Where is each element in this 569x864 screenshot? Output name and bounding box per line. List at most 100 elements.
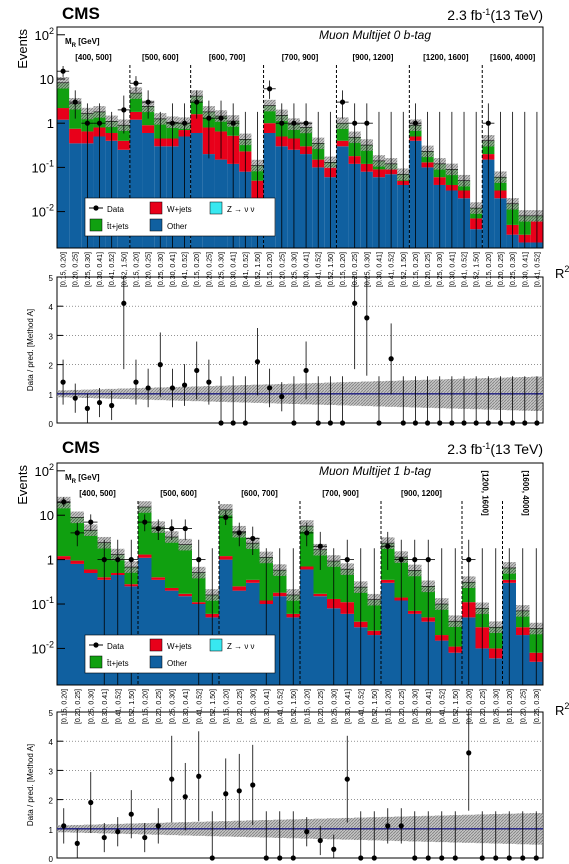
data-point bbox=[142, 519, 148, 525]
data-point bbox=[133, 80, 139, 86]
bin-label: [0.25, 0.30] bbox=[169, 689, 176, 724]
legend-label: Z → ν ν bbox=[227, 642, 255, 651]
data-point bbox=[385, 543, 391, 549]
ratio-tick-label: 0 bbox=[49, 420, 54, 429]
ratio-point bbox=[60, 379, 66, 385]
ratio-point bbox=[263, 855, 269, 861]
data-point bbox=[96, 120, 103, 126]
data-point bbox=[223, 514, 229, 520]
bin-label: [0.15, 0.20] bbox=[466, 689, 473, 724]
bin-label: [0.30, 0.41] bbox=[231, 252, 238, 287]
ratio-point bbox=[398, 823, 404, 829]
bin-label: [0.15, 0.20] bbox=[385, 689, 392, 724]
data-point bbox=[412, 120, 419, 126]
ratio-point bbox=[506, 855, 512, 861]
ratio-point bbox=[376, 420, 382, 426]
stack-bar bbox=[263, 123, 276, 133]
ratio-point bbox=[209, 855, 215, 861]
ratio-point bbox=[101, 834, 107, 841]
stack-bar bbox=[313, 593, 327, 597]
stack-bar bbox=[57, 119, 70, 249]
data-point bbox=[61, 499, 67, 505]
data-point bbox=[339, 99, 346, 105]
stack-bar bbox=[232, 531, 246, 587]
ratio-point bbox=[279, 394, 285, 400]
ratio-point bbox=[230, 420, 236, 426]
legend-label: Other bbox=[167, 659, 187, 668]
bin-label: [0.25, 0.30] bbox=[158, 252, 165, 287]
group-label: [1600, 4000] bbox=[521, 470, 530, 516]
ratio-point bbox=[352, 300, 358, 306]
stack-bar bbox=[300, 569, 314, 685]
bin-label: [0.41, 0.52] bbox=[109, 252, 116, 287]
ratio-y-label: Data / pred. [Method A] bbox=[26, 744, 35, 826]
ratio-point bbox=[364, 315, 370, 321]
group-label: [700, 900] bbox=[322, 489, 359, 498]
bin-label: [0.20, 0.25] bbox=[520, 689, 527, 724]
ratio-point bbox=[133, 379, 139, 385]
legend-swatch bbox=[149, 201, 163, 215]
ratio-point bbox=[121, 300, 127, 306]
stack-bar bbox=[232, 586, 246, 591]
ratio-point bbox=[304, 829, 310, 835]
ratio-point bbox=[317, 837, 323, 844]
data-point bbox=[145, 99, 151, 105]
data-point bbox=[84, 120, 90, 126]
stack-bar bbox=[142, 125, 155, 133]
ratio-point bbox=[534, 420, 540, 426]
data-point bbox=[128, 557, 134, 563]
ratio-point bbox=[72, 395, 78, 401]
bin-label: [0.20, 0.25] bbox=[73, 252, 80, 287]
ratio-point bbox=[96, 399, 103, 406]
legend-label: Other bbox=[167, 222, 187, 231]
bin-label: [0.20, 0.25] bbox=[75, 689, 82, 724]
ratio-point bbox=[520, 855, 526, 861]
ratio-point bbox=[315, 420, 321, 426]
mr-label: MR [GeV] bbox=[65, 37, 100, 49]
ratio-tick-label: 2 bbox=[49, 362, 54, 371]
legend-label: Z → ν ν bbox=[227, 205, 255, 214]
stack-bar bbox=[57, 556, 71, 560]
bin-label: [0.41, 0.52] bbox=[316, 252, 323, 287]
bin-label: [0.30, 0.41] bbox=[264, 689, 271, 724]
lumi-label: 2.3 fb-1(13 TeV) bbox=[447, 441, 543, 457]
stack-bar bbox=[151, 527, 165, 578]
ratio-point bbox=[473, 420, 479, 426]
ratio-point bbox=[84, 405, 90, 411]
legend-swatch bbox=[149, 655, 163, 669]
bin-label: [0.15, 0.20] bbox=[413, 252, 420, 287]
stack-bar bbox=[178, 593, 192, 597]
stack-bar bbox=[381, 582, 395, 685]
bin-label: [0.25, 0.30] bbox=[493, 689, 500, 724]
data-point bbox=[344, 557, 350, 563]
data-point bbox=[101, 557, 107, 563]
data-point bbox=[317, 543, 323, 549]
bin-label: [0.30, 0.41] bbox=[426, 689, 433, 724]
y-tick-label: 1 bbox=[47, 553, 54, 568]
y-tick-label: 10 bbox=[40, 72, 54, 87]
data-point bbox=[155, 525, 161, 532]
bin-label: [0.20, 0.25] bbox=[425, 252, 432, 287]
ratio-point bbox=[109, 402, 115, 409]
y-tick-label: 102 bbox=[35, 462, 54, 479]
bin-label: [0.20, 0.25] bbox=[498, 252, 505, 287]
data-point bbox=[181, 120, 188, 126]
bin-label: [0.20, 0.25] bbox=[399, 689, 406, 724]
bin-label: [0.52, 1.50] bbox=[255, 252, 262, 287]
ratio-point bbox=[290, 855, 296, 861]
data-point bbox=[182, 525, 188, 532]
ratio-point bbox=[182, 794, 188, 800]
ratio-point bbox=[452, 855, 458, 861]
ratio-point bbox=[291, 420, 297, 426]
bin-label: [0.30, 0.41] bbox=[449, 252, 456, 287]
ratio-point bbox=[194, 367, 200, 374]
stack-bar bbox=[70, 563, 84, 685]
bin-label: [0.41, 0.52] bbox=[277, 689, 284, 724]
bin-label: [0.52, 1.50] bbox=[453, 689, 460, 724]
stack-bar bbox=[336, 140, 349, 147]
data-point bbox=[230, 120, 236, 126]
ratio-point bbox=[115, 829, 121, 835]
bin-label: [0.25, 0.30] bbox=[291, 252, 298, 287]
bin-label: [0.30, 0.41] bbox=[304, 252, 311, 287]
